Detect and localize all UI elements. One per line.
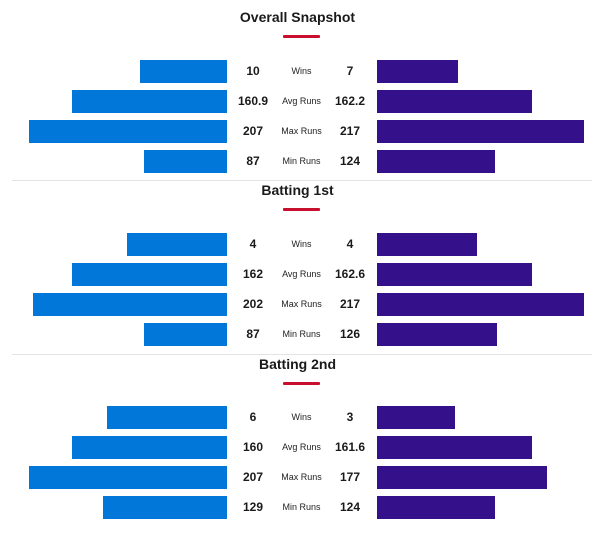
team-b-bar: [377, 120, 584, 143]
team-b-value: 124: [339, 154, 361, 168]
team-a-value: 160: [242, 440, 264, 454]
team-b-value: 7: [346, 64, 354, 78]
team-b-value: 161.6: [334, 440, 366, 454]
team-b-value: 126: [339, 327, 361, 341]
stat-row-wins: 4 Wins 4: [0, 233, 595, 256]
metric-label: Max Runs: [281, 299, 322, 309]
team-b-value: 124: [339, 500, 361, 514]
team-a-value: 160.9: [237, 94, 269, 108]
metric-label: Avg Runs: [282, 442, 321, 452]
metric-label: Avg Runs: [282, 96, 321, 106]
team-b-bar: [377, 466, 547, 489]
metric-label: Avg Runs: [282, 269, 321, 279]
team-b-value: 217: [339, 297, 361, 311]
stat-row-max-runs: 207 Max Runs 177: [0, 466, 595, 489]
section-title: Batting 1st: [261, 182, 334, 198]
metric-label: Wins: [291, 412, 312, 422]
team-b-bar: [377, 233, 477, 256]
team-a-bar: [103, 496, 227, 519]
team-a-value: 207: [242, 124, 264, 138]
stat-row-max-runs: 207 Max Runs 217: [0, 120, 595, 143]
stat-row-avg-runs: 160 Avg Runs 161.6: [0, 436, 595, 459]
team-b-bar: [377, 436, 532, 459]
team-a-bar: [29, 120, 227, 143]
stat-row-wins: 6 Wins 3: [0, 406, 595, 429]
team-b-bar: [377, 90, 532, 113]
team-a-value: 87: [246, 154, 260, 168]
stat-row-min-runs: 87 Min Runs 126: [0, 323, 595, 346]
metric-label: Wins: [291, 66, 312, 76]
team-a-bar: [72, 436, 227, 459]
team-b-bar: [377, 293, 584, 316]
metric-label: Min Runs: [282, 502, 321, 512]
team-a-value: 87: [246, 327, 260, 341]
team-b-value: 177: [339, 470, 361, 484]
team-b-bar: [377, 406, 455, 429]
team-a-bar: [140, 60, 227, 83]
title-underline: [283, 382, 320, 385]
team-a-bar: [72, 263, 227, 286]
stat-row-max-runs: 202 Max Runs 217: [0, 293, 595, 316]
team-a-value: 162: [242, 267, 264, 281]
team-b-bar: [377, 323, 497, 346]
team-a-bar: [29, 466, 227, 489]
metric-label: Max Runs: [281, 472, 322, 482]
team-a-value: 10: [246, 64, 260, 78]
stat-row-min-runs: 129 Min Runs 124: [0, 496, 595, 519]
title-underline: [283, 208, 320, 211]
team-b-value: 162.2: [334, 94, 366, 108]
metric-label: Min Runs: [282, 329, 321, 339]
team-a-value: 129: [242, 500, 264, 514]
team-a-bar: [144, 323, 227, 346]
metric-label: Max Runs: [281, 126, 322, 136]
team-a-bar: [144, 150, 227, 173]
metric-label: Wins: [291, 239, 312, 249]
metric-label: Min Runs: [282, 156, 321, 166]
section-divider: [12, 180, 592, 181]
section-title: Overall Snapshot: [239, 9, 356, 25]
team-b-bar: [377, 60, 458, 83]
stat-row-wins: 10 Wins 7: [0, 60, 595, 83]
section-title: Batting 2nd: [259, 356, 336, 372]
team-a-bar: [33, 293, 227, 316]
stat-row-min-runs: 87 Min Runs 124: [0, 150, 595, 173]
team-a-bar: [107, 406, 227, 429]
team-b-bar: [377, 150, 495, 173]
team-b-value: 3: [346, 410, 354, 424]
team-b-value: 162.6: [334, 267, 366, 281]
team-a-bar: [72, 90, 227, 113]
section-divider: [12, 354, 592, 355]
team-a-bar: [127, 233, 227, 256]
stat-row-avg-runs: 162 Avg Runs 162.6: [0, 263, 595, 286]
team-a-value: 202: [242, 297, 264, 311]
team-a-value: 4: [249, 237, 257, 251]
stat-row-avg-runs: 160.9 Avg Runs 162.2: [0, 90, 595, 113]
team-b-bar: [377, 263, 532, 286]
team-b-value: 4: [346, 237, 354, 251]
team-b-value: 217: [339, 124, 361, 138]
team-a-value: 207: [242, 470, 264, 484]
team-b-bar: [377, 496, 495, 519]
title-underline: [283, 35, 320, 38]
team-a-value: 6: [249, 410, 257, 424]
